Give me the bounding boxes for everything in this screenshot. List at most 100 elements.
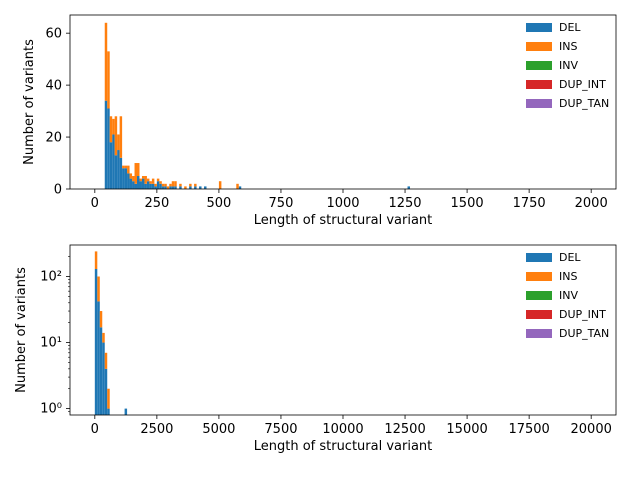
bar-del — [179, 186, 182, 189]
bar-del — [146, 181, 150, 189]
bar-ins — [179, 183, 182, 187]
bar-ins — [107, 388, 110, 409]
bar-ins — [161, 183, 165, 187]
legend-label-dup_int: DUP_INT — [559, 78, 606, 91]
bar-del — [169, 186, 172, 189]
x-axis-label: Length of structural variant — [254, 439, 433, 454]
bar-del — [119, 157, 123, 189]
x-tick-label: 500 — [206, 196, 231, 211]
bar-ins — [112, 118, 115, 135]
y-tick-label: 10¹ — [40, 336, 62, 351]
bar-ins — [104, 352, 108, 369]
bar-del — [134, 183, 138, 189]
bar-del — [127, 173, 130, 189]
x-tick-label: 20000 — [571, 422, 612, 437]
x-tick-label: 5000 — [202, 422, 235, 437]
bars — [104, 22, 411, 189]
bar-del — [94, 268, 98, 415]
bar-ins — [119, 116, 123, 158]
bar-del — [161, 186, 165, 189]
bar-del — [149, 183, 152, 189]
legend-label-ins: INS — [559, 40, 577, 53]
bar-del — [112, 134, 115, 189]
bar-ins — [102, 332, 105, 343]
legend-swatch-dup_tan — [526, 329, 552, 338]
bar-ins — [156, 178, 160, 182]
y-tick-label: 40 — [45, 79, 62, 94]
bar-del — [124, 408, 128, 415]
legend-label-del: DEL — [559, 21, 581, 34]
y-axis-label: Number of variants — [14, 267, 29, 393]
x-tick-label: 2500 — [140, 422, 173, 437]
bar-del — [122, 168, 125, 189]
legend: DEL INS INV DUP_INT DUP_TAN — [526, 251, 609, 340]
x-tick-label: 17500 — [508, 422, 549, 437]
x-axis-label: Length of structural variant — [254, 213, 433, 228]
bar-ins — [139, 178, 142, 182]
legend-swatch-dup_int — [526, 310, 552, 319]
bar-del — [189, 186, 192, 189]
legend-label-dup_tan: DUP_TAN — [559, 327, 609, 340]
legend-swatch-ins — [526, 42, 552, 51]
bar-del — [171, 186, 175, 189]
legend-label-del: DEL — [559, 251, 581, 264]
bar-ins — [99, 311, 103, 328]
bar-ins — [97, 276, 100, 302]
bar-ins — [151, 178, 155, 184]
x-tick-label: 750 — [269, 196, 294, 211]
legend-label-inv: INV — [559, 59, 578, 72]
x-tick-label: 7500 — [264, 422, 297, 437]
bar-ins — [129, 173, 133, 179]
x-tick-label: 1250 — [388, 196, 421, 211]
bar-ins — [109, 116, 113, 143]
bar-del — [159, 183, 162, 189]
bar-ins — [94, 251, 98, 269]
legend-label-ins: INS — [559, 270, 577, 283]
x-tick-label: 1750 — [513, 196, 546, 211]
bar-del — [107, 408, 110, 415]
bar-del — [194, 186, 197, 189]
legend-swatch-inv — [526, 291, 552, 300]
legend-swatch-dup_tan — [526, 99, 552, 108]
legend-swatch-ins — [526, 272, 552, 281]
bar-ins — [189, 183, 192, 187]
x-tick-label: 250 — [144, 196, 169, 211]
bar-del — [137, 176, 140, 189]
bar-ins — [184, 186, 187, 189]
bar-del — [107, 108, 110, 189]
bar-ins — [137, 163, 140, 177]
bar-ins — [122, 165, 125, 169]
bar-del — [97, 301, 100, 415]
bar-ins — [166, 186, 170, 189]
bar-del — [102, 342, 105, 415]
bar-del — [109, 142, 113, 189]
bar-ins — [164, 183, 167, 187]
bar-del — [199, 186, 202, 189]
bar-ins — [159, 181, 162, 184]
bar-ins — [146, 178, 150, 182]
bar-ins — [169, 183, 172, 187]
bar-ins — [127, 165, 130, 174]
bar-ins — [171, 181, 175, 187]
bar-del — [132, 181, 135, 189]
subplot-2: 0 2500 5000 7500 10000 12500 15000 17500 20000 10… — [14, 244, 617, 454]
bar-ins — [144, 176, 147, 184]
legend-swatch-dup_int — [526, 80, 552, 89]
y-axis-label: Number of variants — [22, 39, 37, 165]
y-tick-label: 0 — [54, 183, 62, 198]
bar-del — [151, 183, 155, 189]
bar-del — [144, 183, 147, 189]
x-tick-label: 0 — [91, 196, 99, 211]
bar-del — [114, 155, 118, 189]
legend-swatch-del — [526, 253, 552, 262]
bar-del — [204, 186, 207, 189]
legend-label-dup_int: DUP_INT — [559, 308, 606, 321]
x-tick-label: 12500 — [384, 422, 425, 437]
legend: DEL INS INV DUP_INT DUP_TAN — [526, 21, 609, 110]
bar-ins — [117, 134, 120, 151]
bar-ins — [124, 165, 128, 169]
x-tick-label: 0 — [91, 422, 99, 437]
bar-ins — [114, 116, 118, 156]
y-tick-label: 10⁰ — [40, 402, 62, 417]
